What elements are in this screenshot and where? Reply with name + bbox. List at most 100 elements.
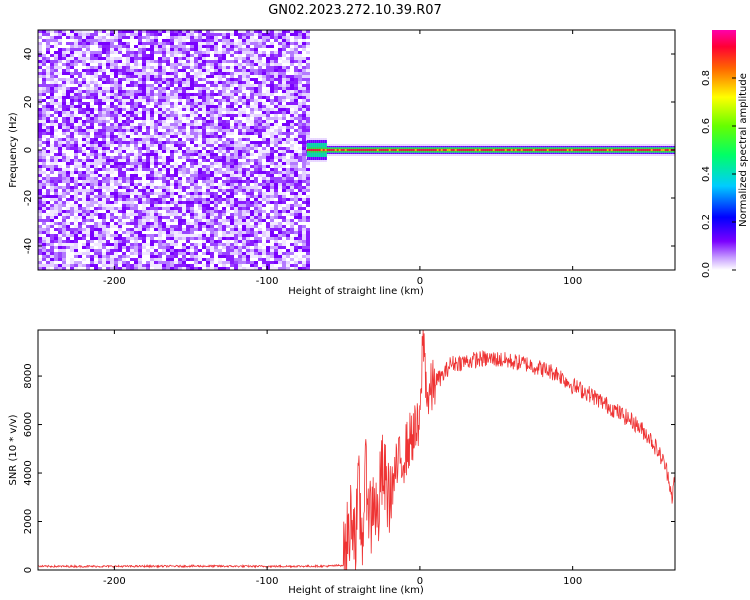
spectrogram-cell (134, 183, 138, 186)
spectrogram-cell (384, 149, 387, 151)
spectrogram-cell (42, 201, 46, 204)
spectrogram-cell (186, 150, 190, 153)
spectrogram-cell (250, 123, 254, 126)
spectrogram-cell (306, 111, 310, 114)
spectrogram-cell (218, 60, 222, 63)
spectrogram-cell (258, 42, 262, 45)
spectrogram-cell (238, 120, 242, 123)
spectrogram-cell (38, 258, 42, 261)
spectrogram-cell (102, 108, 106, 111)
spectrogram-cell (146, 243, 150, 246)
spectrogram-cell (360, 149, 363, 151)
spectrogram-cell (182, 261, 186, 264)
spectrogram-cell (162, 141, 166, 144)
spectrogram-cell (98, 228, 102, 231)
spectrogram-cell (218, 81, 222, 84)
spectrogram-cell (38, 186, 42, 189)
spectrogram-cell (250, 63, 254, 66)
spectrogram-cell (266, 129, 270, 132)
spectrogram-cell (94, 33, 98, 36)
spectrogram-cell (242, 63, 246, 66)
spectrogram-cell (78, 36, 82, 39)
spectrogram-cell (290, 264, 294, 267)
spectrogram-cell (202, 147, 206, 150)
spectrogram-cell (206, 204, 210, 207)
spectrogram-cell (138, 63, 142, 66)
spectrogram-cell (182, 132, 186, 135)
spectrogram-cell (166, 204, 170, 207)
spectrogram-cell (102, 120, 106, 123)
spectrogram-cell (122, 99, 126, 102)
spectrogram-cell (270, 111, 274, 114)
spectrogram-cell (250, 66, 254, 69)
spectrogram-cell (46, 108, 50, 111)
spectrogram-cell (38, 219, 42, 222)
spectrogram-cell (114, 72, 118, 75)
spectrogram-cell (270, 33, 274, 36)
spectrogram-cell (306, 36, 310, 39)
spectrogram-cell (50, 129, 54, 132)
spectrogram-cell (46, 48, 50, 51)
spectrogram-cell (94, 234, 98, 237)
spectrogram-cell (122, 138, 126, 141)
spectrogram-cell (298, 138, 302, 141)
spectrogram-cell (210, 216, 214, 219)
spectrogram-cell (246, 96, 250, 99)
spectrogram-cell (206, 174, 210, 177)
spectrogram-cell (194, 195, 198, 198)
spectrogram-cell (142, 234, 146, 237)
spectrogram-cell (250, 252, 254, 255)
spectrogram-cell (298, 141, 302, 144)
spectrogram-cell (298, 54, 302, 57)
spectrogram-cell (70, 120, 74, 123)
spectrogram-cell (82, 231, 86, 234)
spectrogram-cell (238, 90, 242, 93)
spectrogram-cell (146, 147, 150, 150)
spectrogram-cell (86, 111, 90, 114)
spectrogram-cell (70, 96, 74, 99)
spectrogram-cell (242, 231, 246, 234)
spectrogram-cell (46, 207, 50, 210)
spectrogram-cell (270, 42, 274, 45)
spectrogram-cell (50, 195, 54, 198)
spectrogram-cell (238, 144, 242, 147)
spectrogram-cell (62, 249, 66, 252)
spectrogram-cell (242, 165, 246, 168)
spectrogram-cell (86, 129, 90, 132)
spectrogram-cell (222, 87, 226, 90)
spectrogram-cell (258, 39, 262, 42)
spectrogram-cell (238, 57, 242, 60)
spectrogram-cell (242, 201, 246, 204)
spectrogram-cell (170, 231, 174, 234)
spectrogram-cell (274, 207, 278, 210)
spectrogram-cell (500, 149, 503, 151)
spectrogram-cell (266, 162, 270, 165)
spectrogram-cell (202, 216, 206, 219)
spectrogram-cell (118, 78, 122, 81)
spectrogram-cell (302, 48, 306, 51)
spectrogram-cell (282, 132, 286, 135)
spectrogram-cell (118, 81, 122, 84)
spectrogram-cell (190, 210, 194, 213)
spectrogram-cell (266, 111, 270, 114)
spectrogram-cell (70, 234, 74, 237)
spectrogram-cell (130, 231, 134, 234)
spectrogram-cell (294, 141, 298, 144)
spectrogram-cell (126, 138, 130, 141)
spectrogram-cell (146, 201, 150, 204)
spectrogram-cell (294, 228, 298, 231)
spectrogram-cell (150, 174, 154, 177)
spectrogram-cell (142, 81, 146, 84)
spectrogram-cell (302, 132, 306, 135)
spectrogram-cell (178, 99, 182, 102)
spectrogram-cell (278, 267, 282, 270)
spectrogram-cell (82, 264, 86, 267)
spectrogram-cell (122, 42, 126, 45)
spectrogram-cell (50, 66, 54, 69)
spectrogram-cell (190, 255, 194, 258)
spectrogram-cell (242, 132, 246, 135)
spectrogram-cell (42, 117, 46, 120)
spectrogram-cell (258, 54, 262, 57)
spectrogram-cell (110, 69, 114, 72)
spectrogram-cell (286, 135, 290, 138)
